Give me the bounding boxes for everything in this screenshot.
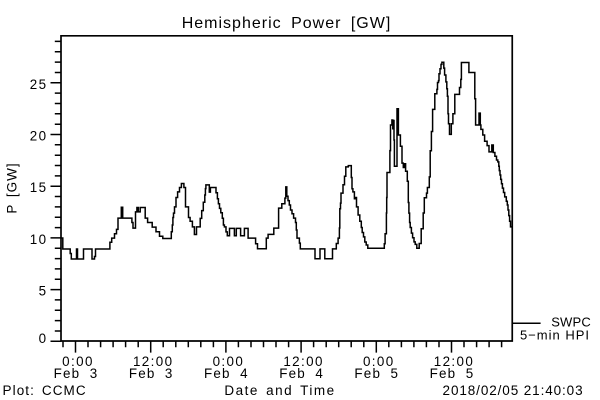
svg-text:SWPC: SWPC	[551, 315, 591, 330]
svg-text:P [GW]: P [GW]	[5, 162, 20, 213]
svg-text:0:00: 0:00	[363, 354, 395, 369]
svg-text:Hemispheric Power [GW]: Hemispheric Power [GW]	[182, 15, 392, 32]
svg-text:25: 25	[30, 77, 48, 92]
svg-text:Feb 5: Feb 5	[430, 366, 475, 381]
svg-text:Feb 3: Feb 3	[54, 366, 99, 381]
svg-text:Date and Time: Date and Time	[224, 383, 335, 398]
svg-text:Feb 5: Feb 5	[354, 366, 399, 381]
svg-text:0:00: 0:00	[62, 354, 94, 369]
svg-text:Plot: CCMC: Plot: CCMC	[3, 383, 87, 398]
svg-text:20: 20	[30, 129, 48, 144]
svg-text:15: 15	[30, 180, 48, 195]
svg-text:0: 0	[39, 331, 48, 346]
svg-text:2018/02/05 21:40:03: 2018/02/05 21:40:03	[443, 383, 584, 398]
svg-text:0:00: 0:00	[213, 354, 245, 369]
svg-text:5−min HPI: 5−min HPI	[520, 328, 590, 343]
svg-text:Feb 3: Feb 3	[129, 366, 174, 381]
svg-text:10: 10	[30, 232, 48, 247]
svg-text:12:00: 12:00	[133, 354, 174, 369]
svg-text:Feb 4: Feb 4	[279, 366, 324, 381]
svg-text:12:00: 12:00	[283, 354, 324, 369]
svg-text:5: 5	[39, 284, 48, 299]
svg-text:12:00: 12:00	[434, 354, 475, 369]
svg-text:Feb 4: Feb 4	[204, 366, 249, 381]
